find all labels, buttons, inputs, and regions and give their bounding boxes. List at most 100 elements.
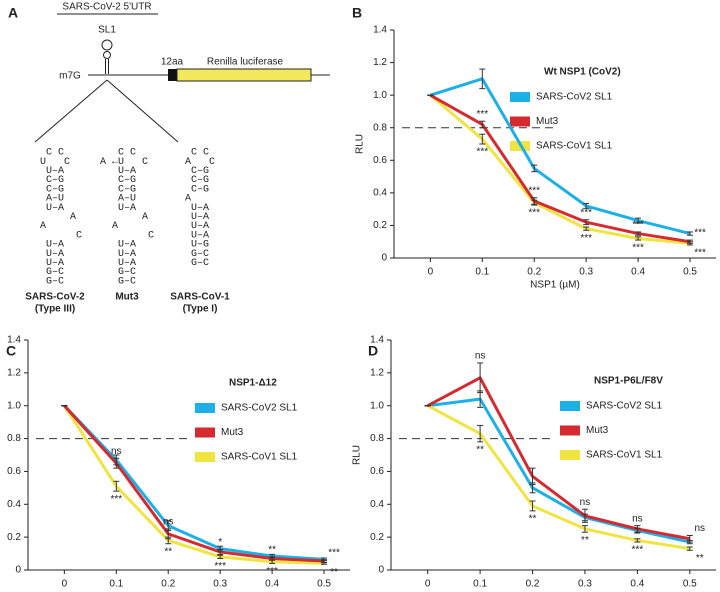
y-tick-label: 1.2 — [370, 367, 384, 378]
significance-label: ** — [581, 535, 589, 546]
significance-label: ** — [696, 553, 704, 564]
sequence-line: U–A — [173, 221, 227, 232]
sequence-line: U–A — [100, 166, 154, 177]
error-bar — [531, 197, 538, 205]
y-tick-label: 0.4 — [7, 499, 21, 510]
significance-label: *** — [266, 566, 278, 577]
significance-label: *** — [476, 147, 488, 158]
significance-label: ns — [580, 497, 591, 508]
panel-letter: A — [8, 5, 18, 21]
reporter-label: Renilla luciferase — [207, 57, 284, 68]
sequence-line: C C — [100, 148, 154, 159]
legend-swatch — [510, 92, 530, 102]
y-tick-label: 0.2 — [373, 220, 387, 231]
sequence-line: G–C — [173, 258, 227, 269]
sequence-line: A — [100, 212, 154, 223]
significance-label: ** — [476, 444, 484, 455]
sequence-line: A C — [173, 157, 227, 168]
legend-title: Wt NSP1 (CoV2) — [544, 67, 621, 78]
sequence-line: G–C — [28, 267, 82, 278]
sequence-line: C–G — [173, 184, 227, 195]
significance-label: ** — [268, 544, 276, 555]
significance-label: *** — [214, 561, 226, 572]
error-bar — [477, 362, 484, 394]
error-bar — [687, 239, 694, 244]
legend-swatch — [510, 116, 530, 127]
error-bar — [634, 538, 641, 543]
zoom-line — [106, 79, 179, 143]
error-bar — [581, 525, 588, 533]
sequence-line: A–U — [28, 194, 82, 205]
loop-icon — [103, 51, 111, 59]
error-bar — [686, 546, 693, 551]
zoom-line — [34, 79, 108, 143]
legend-swatch — [195, 452, 215, 462]
significance-label: *** — [694, 228, 706, 239]
legend-label: Mut3 — [221, 427, 244, 438]
x-tick-label: 0.5 — [683, 267, 697, 278]
y-tick-label: 0.4 — [373, 187, 387, 198]
error-bar — [686, 535, 693, 543]
y-tick-label: 1.2 — [7, 367, 21, 378]
sequence-line: G–C — [100, 267, 154, 278]
y-tick-label: 1.0 — [373, 90, 387, 101]
y-axis-label: RLU — [355, 134, 366, 154]
x-tick-label: 0 — [425, 579, 431, 590]
significance-label: *** — [110, 494, 122, 505]
x-tick-label: 0.2 — [527, 267, 541, 278]
y-tick-label: 0 — [378, 565, 384, 576]
sequence-line: U–G — [173, 240, 227, 251]
sequence-line: A ←U C — [100, 157, 154, 168]
significance-label: *** — [632, 243, 644, 254]
error-bar — [269, 556, 276, 561]
x-tick-label: 0.4 — [265, 579, 279, 590]
error-bar — [581, 508, 588, 523]
cap-label: m7G — [59, 71, 81, 82]
panel-letter: B — [352, 5, 362, 21]
error-bar — [583, 202, 590, 209]
error-bar — [529, 467, 536, 486]
significance-label: *** — [528, 208, 540, 219]
sequence-line: G–C — [100, 276, 154, 287]
significance-label: ns — [163, 517, 174, 528]
x-tick-label: 0.2 — [526, 579, 540, 590]
y-tick-label: 0.2 — [7, 532, 21, 543]
error-bar — [687, 231, 694, 236]
legend-label: SARS-CoV2 SL1 — [536, 92, 613, 103]
legend-swatch — [195, 403, 215, 413]
y-axis-label: RLU — [352, 445, 363, 465]
legend-label: SARS-CoV1 SL1 — [221, 452, 298, 463]
sequence-line: C–G — [100, 184, 154, 195]
legend-label: SARS-CoV1 SL1 — [536, 141, 613, 152]
error-bar — [635, 217, 642, 224]
series-line — [63, 404, 325, 563]
sequence-line: A — [28, 212, 82, 223]
error-bar — [479, 120, 486, 129]
reporter-box — [176, 68, 312, 82]
y-tick-label: 0.6 — [370, 466, 384, 477]
sequence-line: U–A — [28, 166, 82, 177]
sequence-line: U–A — [28, 240, 82, 251]
loop-icon — [101, 39, 113, 51]
error-bar — [477, 424, 484, 443]
sequence-line: U–A — [173, 212, 227, 223]
sequence-line: C — [100, 230, 154, 241]
significance-label: *** — [632, 545, 644, 556]
series-line — [426, 404, 691, 551]
legend-label: Mut3 — [536, 116, 559, 127]
sequence-line: G–C — [173, 249, 227, 260]
y-tick-label: 0.6 — [7, 466, 21, 477]
x-axis-label: NSP1 (µM) — [530, 280, 580, 291]
sequence-line: U C — [28, 157, 82, 168]
sequence-line: A — [173, 194, 227, 205]
hairpin-name: SARS-CoV-1 — [170, 292, 230, 303]
legend-swatch — [560, 401, 580, 411]
x-tick-label: 0.3 — [579, 267, 593, 278]
x-tick-label: 0.3 — [213, 579, 227, 590]
error-bar — [634, 525, 641, 533]
y-tick-label: 0.8 — [7, 433, 21, 444]
sequence-line: A — [28, 221, 82, 232]
legend-label: SARS-CoV2 SL1 — [221, 403, 298, 414]
x-tick-label: 0.2 — [161, 579, 175, 590]
hairpin-name: Mut3 — [115, 292, 139, 303]
